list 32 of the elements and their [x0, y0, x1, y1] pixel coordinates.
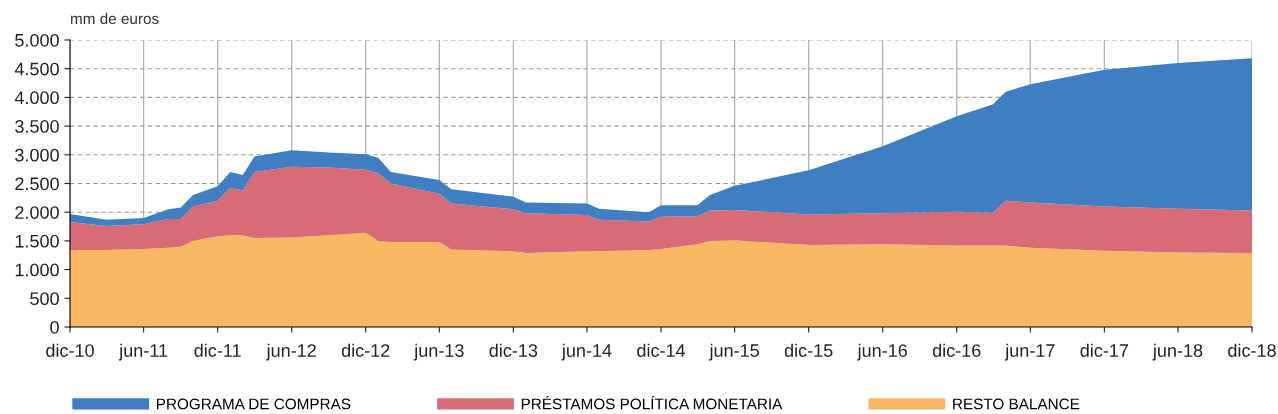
x-tick-label: jun-16 — [857, 343, 907, 361]
x-tick-label: dic-13 — [489, 343, 538, 357]
y-tick-label: 500 — [30, 292, 59, 306]
x-tick-label: jun-14 — [561, 343, 612, 361]
x-tick-label: jun-15 — [709, 343, 759, 361]
y-tick-label: 4.500 — [14, 62, 59, 76]
x-tick-label: jun-13 — [413, 343, 464, 361]
x-tick-label: jun-11 — [118, 343, 168, 361]
y-tick-label: 5.000 — [15, 33, 59, 47]
legend-label: PRÉSTAMOS POLÍTICA MONETARIA — [521, 395, 783, 410]
y-tick-label: 2.000 — [15, 206, 59, 219]
x-tick-label: jun-18 — [1152, 343, 1203, 361]
x-tick-label: dic-11 — [194, 343, 241, 357]
x-tick-label: dic-10 — [46, 343, 94, 357]
y-tick-label: 3.000 — [15, 148, 59, 162]
legend-label: RESTO BALANCE — [953, 398, 1080, 410]
x-tick-label: dic-15 — [784, 343, 833, 357]
y-tick-label: 4.000 — [14, 91, 59, 105]
x-tick-label: dic-12 — [341, 343, 390, 357]
y-tick-label: 3.500 — [15, 120, 59, 133]
y-tick-label: 1.500 — [15, 234, 59, 248]
x-tick-label: jun-17 — [1004, 343, 1055, 361]
legend-label: PROGRAMA DE COMPRAS — [157, 398, 351, 410]
y-tick-label: 0 — [50, 320, 59, 334]
x-tick-label: dic-14 — [637, 343, 686, 357]
x-tick-label: dic-17 — [1080, 343, 1129, 357]
y-axis-title: mm de euros — [71, 12, 159, 25]
x-tick-label: dic-18 — [1228, 343, 1276, 357]
y-tick-label: 2.500 — [15, 177, 59, 191]
y-tick-label: 1.000 — [15, 263, 59, 277]
x-tick-label: dic-16 — [932, 343, 981, 357]
x-tick-label: jun-12 — [266, 343, 316, 361]
